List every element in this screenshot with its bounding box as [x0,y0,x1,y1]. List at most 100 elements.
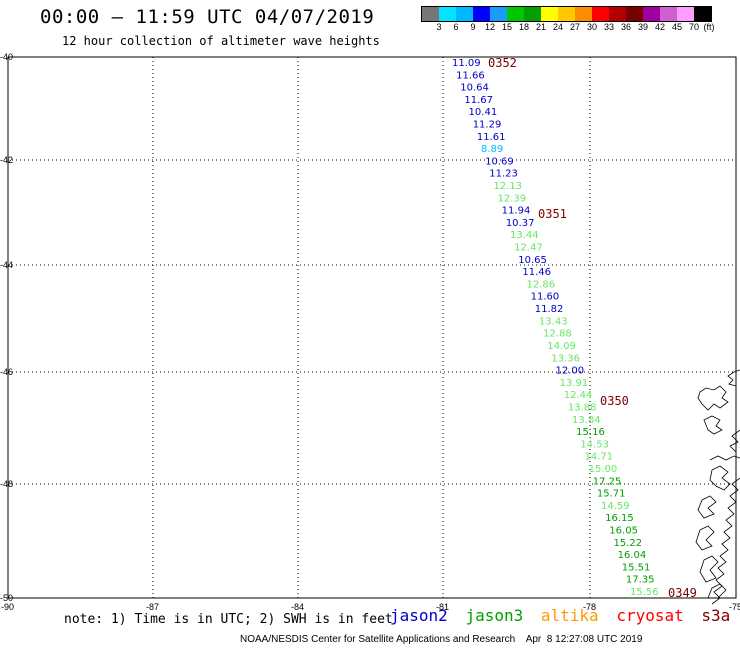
colorbar-swatch [558,7,575,21]
swh-value: 11.46 [522,267,551,278]
swh-value: 15.00 [589,464,618,475]
pass-time-label: 0349 [668,586,697,600]
pass-time-label: 0352 [488,56,517,70]
lat-label: -42 [0,155,13,165]
lon-label: -78 [583,602,596,612]
colorbar-swatch [473,7,490,21]
swh-value: 12.39 [498,193,527,204]
colorbar-swatch [439,7,456,21]
swh-value: 12.47 [514,243,543,254]
colorbar-swatch [592,7,609,21]
swh-value: 16.04 [618,550,647,561]
colorbar-swatch [694,7,711,21]
colorbar-tick: 39 [637,22,648,32]
swh-value: 16.05 [609,525,638,536]
colorbar-tick: 45 [671,22,682,32]
swh-value: 12.00 [555,366,584,377]
map-frame [7,56,737,599]
wave-height-colorbar [421,6,712,22]
colorbar-swatch [660,7,677,21]
pass-time-label: 0350 [600,394,629,408]
swh-value: 16.15 [605,513,634,524]
swh-value: 11.94 [502,206,531,217]
colorbar-swatch [609,7,626,21]
colorbar-swatch [524,7,541,21]
colorbar-tick: 33 [603,22,614,32]
colorbar-swatch [490,7,507,21]
colorbar-swatch [575,7,592,21]
legend-cryosat: cryosat [616,606,684,625]
colorbar-swatch [507,7,524,21]
credit-footer: NOAA/NESDIS Center for Satellite Applica… [240,634,643,645]
units-note: note: 1) Time is in UTC; 2) SWH is in fe… [64,612,393,627]
swh-value: 12.44 [564,390,593,401]
swh-value: 11.29 [473,120,502,131]
map-axis-labels: -40 -42 -44 -46 -48 -50-90 -87 -84 -81 -78 -75 [0,52,740,612]
swh-value: 10.69 [485,156,514,167]
colorbar-swatch [541,7,558,21]
colorbar-tick: 3 [436,22,442,32]
swh-value: 10.37 [506,218,535,229]
swh-value: 11.61 [477,132,506,143]
colorbar-tick: 36 [620,22,631,32]
swh-value: 10.41 [469,107,498,118]
lat-label: -48 [0,479,13,489]
swh-value: 11.67 [464,95,493,106]
pass-time-label: 0351 [538,207,567,221]
lon-label: -75 [729,602,740,612]
swh-value: 12.13 [493,181,522,192]
legend-jason2: jason2 [390,606,448,625]
colorbar-tick: 18 [518,22,529,32]
colorbar-tick-labels: 3 6 9 12 15 18 21 24 27 30 33 36 39 42 45 70 (ft) [421,22,740,34]
colorbar-tick: 30 [586,22,597,32]
coastline [695,369,740,605]
swh-value: 14.53 [580,439,609,450]
colorbar-tick: 6 [453,22,459,32]
legend-altika: altika [540,606,599,625]
swh-value: 15.16 [576,427,605,438]
lat-label: -46 [0,367,13,377]
colorbar-swatch [643,7,660,21]
lon-label: -90 [1,602,14,612]
colorbar-tick: 42 [654,22,665,32]
swh-value: 11.66 [456,70,485,81]
colorbar-unit: (ft) [703,22,715,32]
swh-value: 14.59 [601,501,630,512]
colorbar-tick: 15 [501,22,512,32]
swh-value: 13.36 [551,353,580,364]
swh-value: 17.25 [593,476,622,487]
colorbar-tick: 24 [552,22,563,32]
swh-value: 14.09 [547,341,576,352]
colorbar-swatch [677,7,694,21]
legend-jason3: jason3 [465,606,524,625]
swh-value: 13.88 [568,402,597,413]
swh-observations: 11.0911.6610.6411.6710.4111.2911.618.891… [452,58,659,598]
colorbar-tick: 21 [535,22,546,32]
lat-label: -44 [0,260,13,270]
lon-label: -87 [146,602,159,612]
colorbar-swatch [422,7,439,21]
swh-value: 8.89 [481,144,503,155]
swh-value: 10.65 [518,255,547,266]
lon-label: -81 [436,602,449,612]
lat-label: -40 [0,52,13,62]
swh-value: 15.22 [613,538,642,549]
swh-value: 12.88 [543,329,572,340]
swh-value: 10.64 [460,83,489,94]
page-subtitle: 12 hour collection of altimeter wave hei… [62,34,380,48]
colorbar-swatch [626,7,643,21]
swh-value: 15.51 [622,562,651,573]
swh-value: 11.23 [489,169,518,180]
swh-value: 12.86 [527,279,556,290]
pass-time-labels: 0352 0351 0350 0349 [488,56,697,600]
swh-value: 11.09 [452,58,481,69]
lat-label: -50 [0,593,13,603]
map-gridlines [7,56,737,599]
swh-value: 15.71 [597,489,626,500]
swh-value: 13.91 [560,378,589,389]
colorbar-swatch [456,7,473,21]
colorbar-tick: 12 [484,22,495,32]
colorbar-tick: 70 [688,22,699,32]
swh-value: 13.43 [539,316,568,327]
